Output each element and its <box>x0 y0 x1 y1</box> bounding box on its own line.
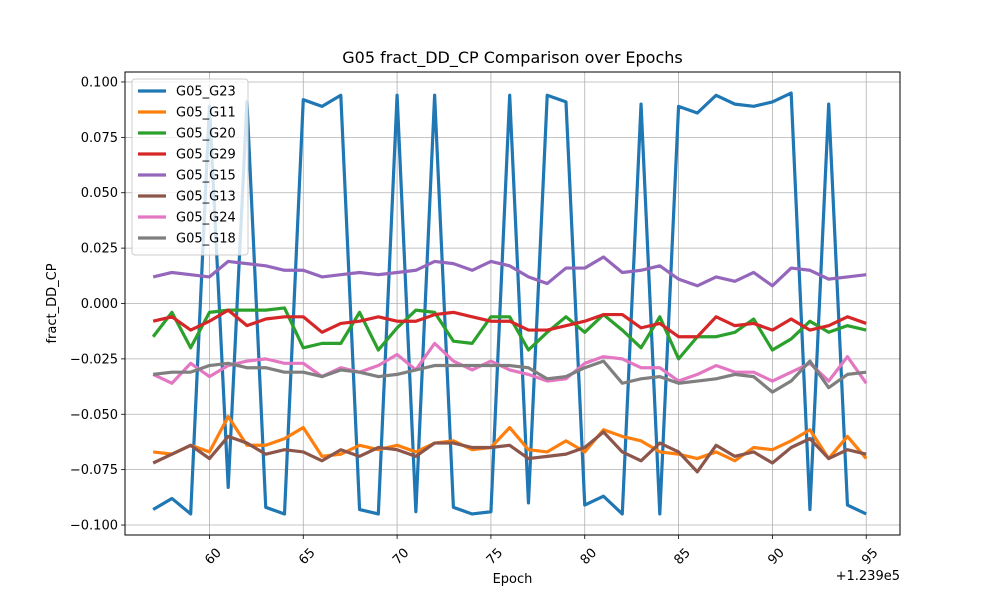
y-tick-label: 0.000 <box>81 297 118 312</box>
legend-label: G05_G29 <box>176 148 236 163</box>
grid-lines <box>125 72 900 535</box>
series-line-g05-g29 <box>152 308 867 339</box>
y-tick-label: −0.050 <box>70 408 118 423</box>
series-line-g05-g15 <box>152 255 867 288</box>
y-tick-label: −0.025 <box>70 352 118 367</box>
legend-label: G05_G18 <box>176 232 236 247</box>
series-line-g05-g13 <box>152 430 867 474</box>
y-axis-title: fract_DD_CP <box>45 263 60 343</box>
chart-title: G05 fract_DD_CP Comparison over Epochs <box>342 48 682 68</box>
series-line-g05-g18 <box>152 359 867 394</box>
legend-box <box>131 78 249 256</box>
legend-label: G05_G11 <box>176 106 236 121</box>
legend-label: G05_G13 <box>176 190 236 205</box>
y-tick-label: 0.100 <box>81 75 118 90</box>
legend-label: G05_G23 <box>176 85 236 100</box>
x-axis-title: Epoch <box>493 572 533 587</box>
legend-label: G05_G20 <box>176 127 236 142</box>
legend: G05_G23 G05_G11 G05_G20 G05_G29 G05_G15 G05_G… <box>131 78 249 256</box>
y-tick-label: 0.075 <box>81 131 118 146</box>
series-line-g05-g24 <box>152 341 868 385</box>
series-lines <box>151 91 868 516</box>
legend-label: G05_G24 <box>176 211 236 226</box>
series-line-g05-g23 <box>152 91 867 516</box>
y-tick-label: −0.100 <box>70 519 118 534</box>
x-axis-offset-label: +1.239e5 <box>836 569 900 584</box>
y-tick-label: −0.075 <box>70 463 118 478</box>
y-tick-label: 0.050 <box>81 186 118 201</box>
legend-label: G05_G15 <box>176 169 236 184</box>
y-tick-label: 0.025 <box>81 242 118 257</box>
